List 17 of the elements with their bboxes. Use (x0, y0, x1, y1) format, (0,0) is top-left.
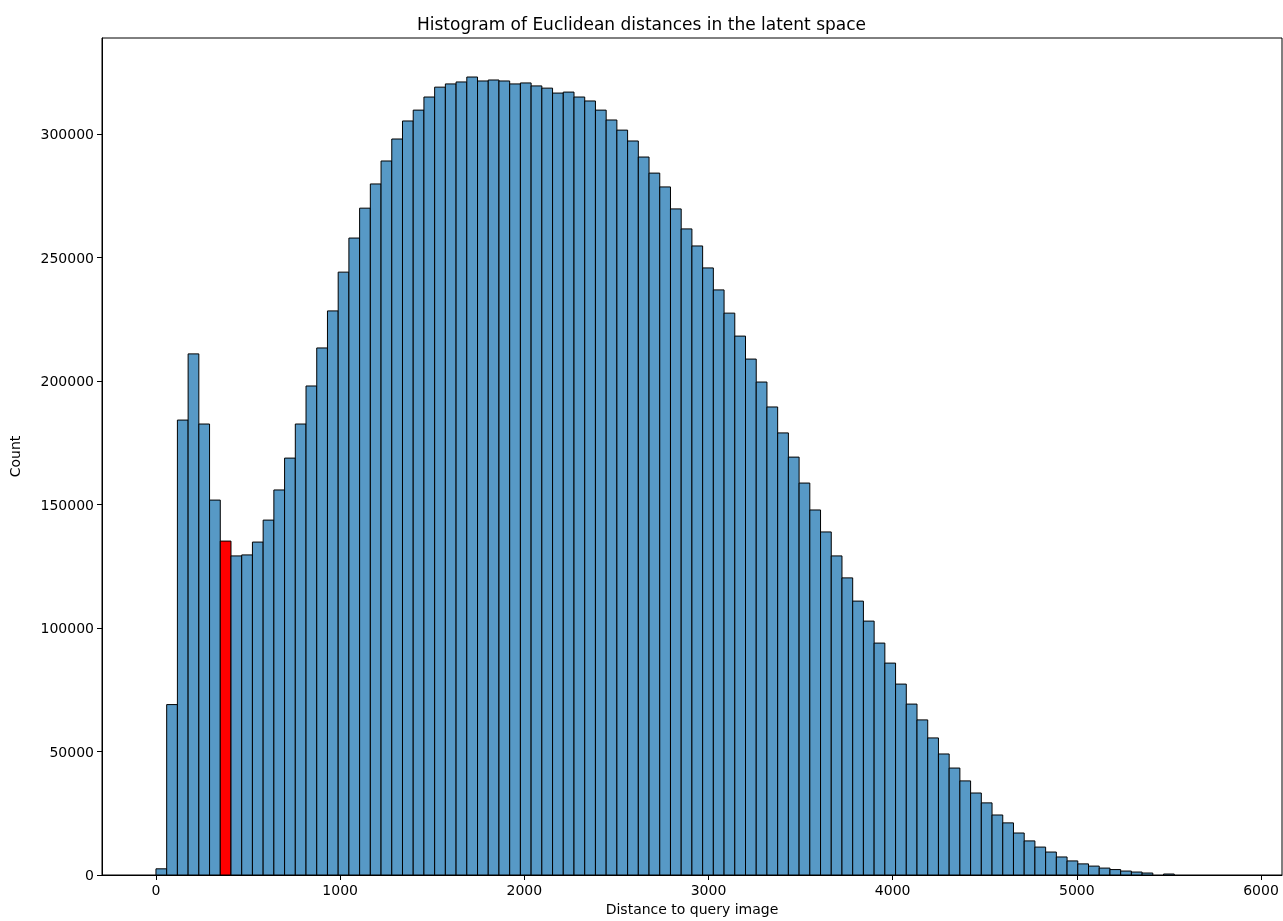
x-tick-label: 4000 (874, 882, 911, 898)
y-tick-label: 150000 (40, 496, 94, 513)
x-tick-label: 0 (151, 882, 161, 898)
y-tick-label: 200000 (40, 373, 94, 390)
y-tick-label: 0 (85, 867, 94, 883)
y-axis-title: Count (7, 435, 23, 478)
x-axis-title: Distance to query image (605, 900, 779, 917)
y-tick-label: 50000 (49, 743, 94, 760)
y-tick-label: 250000 (40, 249, 94, 266)
y-tick-label: 100000 (40, 620, 94, 637)
x-tick-label: 6000 (1243, 882, 1279, 898)
x-tick-label: 3000 (690, 882, 727, 898)
x-tick-label: 5000 (1059, 882, 1095, 898)
y-tick-label: 300000 (40, 126, 94, 143)
x-tick-label: 2000 (506, 882, 543, 898)
x-tick-label: 1000 (322, 882, 358, 898)
chart-title: Histogram of Euclidean distances in the latent space (416, 13, 867, 34)
